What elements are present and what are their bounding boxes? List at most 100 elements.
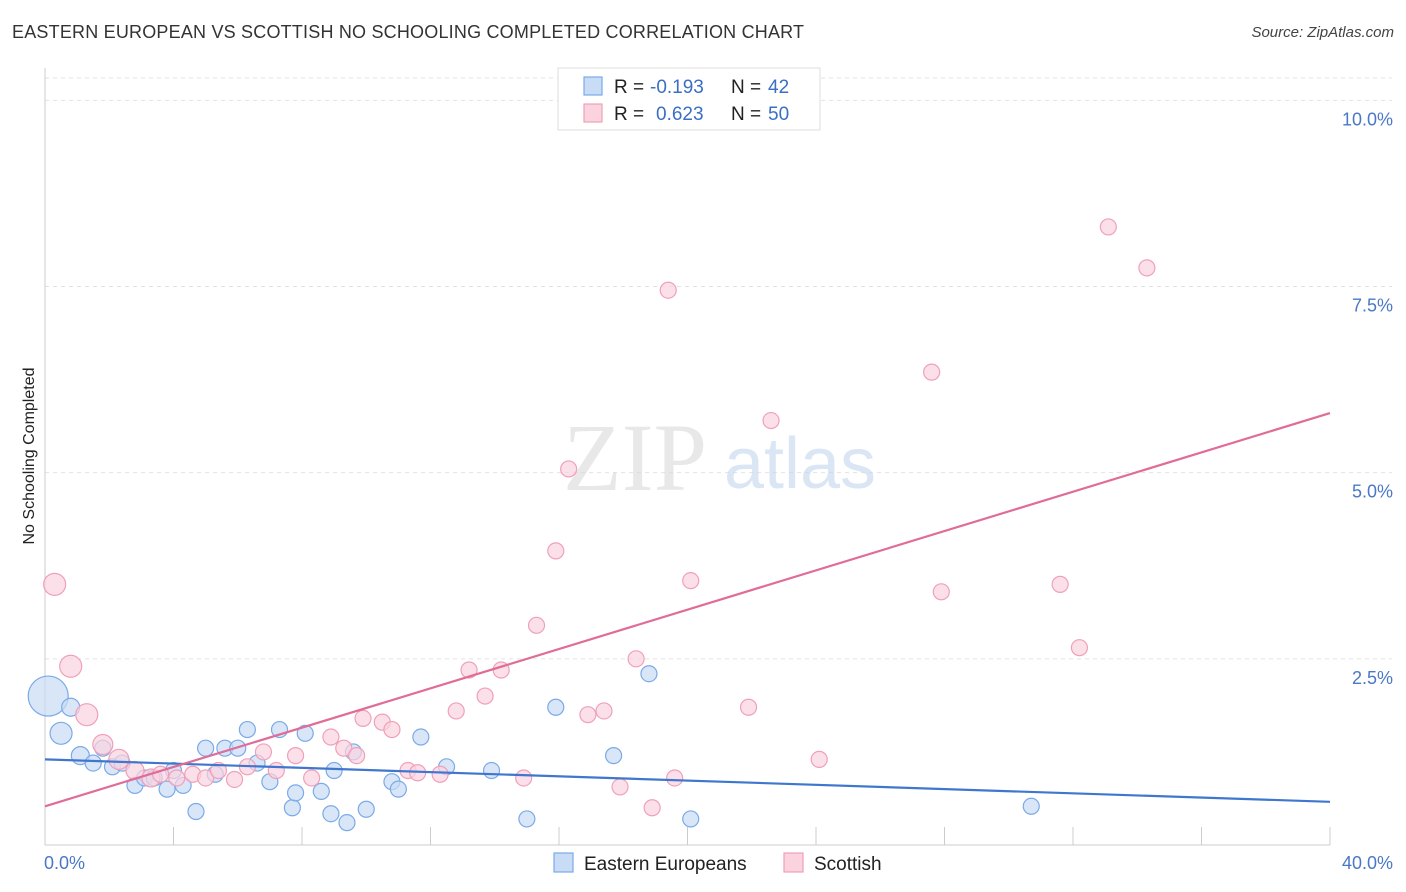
point-scottish (335, 739, 353, 757)
y-tick-label: 5.0% (1352, 482, 1393, 502)
point-scottish (303, 769, 321, 787)
point-scottish (923, 363, 941, 381)
point-eastern-europeans (518, 810, 536, 828)
point-eastern-europeans (412, 728, 430, 746)
point-eastern-europeans (605, 747, 623, 765)
point-scottish (447, 702, 465, 720)
point-scottish (286, 747, 305, 765)
point-eastern-europeans (238, 720, 256, 739)
trend-line-scottish (44, 412, 1331, 808)
point-eastern-europeans (547, 698, 565, 716)
tick-labels: 2.5% 5.0% 7.5% 10.0% 0.0% 40.0% (44, 109, 1393, 873)
legend-swatch-eastern-europeans (583, 76, 603, 96)
point-scottish (627, 650, 645, 668)
series-legend: Eastern Europeans Scottish (553, 852, 882, 875)
point-eastern-europeans (482, 761, 501, 780)
point-scottish (348, 747, 366, 765)
point-eastern-europeans (640, 665, 658, 683)
point-eastern-europeans (322, 805, 340, 823)
point-scottish (431, 765, 449, 783)
point-scottish (59, 654, 83, 678)
point-scottish (1070, 639, 1089, 657)
point-scottish (810, 750, 828, 768)
point-scottish (476, 687, 494, 705)
point-scottish (739, 698, 758, 716)
point-eastern-europeans (357, 800, 375, 818)
point-scottish (1099, 218, 1117, 236)
point-scottish (1051, 575, 1069, 593)
point-scottish (254, 743, 273, 761)
legend: R = -0.193 N = 42 R = 0.623 N = 50 (557, 67, 821, 131)
point-scottish (560, 460, 578, 478)
point-scottish (43, 572, 67, 596)
point-eastern-europeans (325, 761, 343, 780)
point-eastern-europeans (286, 784, 305, 802)
point-eastern-europeans (283, 799, 301, 817)
x-tick-label-min: 0.0% (44, 853, 85, 873)
point-eastern-europeans (682, 810, 700, 828)
point-scottish (92, 733, 114, 756)
series-legend-eastern-europeans: Eastern Europeans (584, 854, 747, 875)
point-scottish (460, 661, 478, 679)
y-axis-label: No Schooling Completed (21, 368, 38, 545)
point-scottish (762, 411, 780, 430)
point-scottish (322, 728, 340, 746)
series-legend-swatch-eastern-europeans (553, 852, 574, 873)
point-scottish (267, 761, 285, 780)
point-eastern-europeans (158, 780, 176, 798)
legend-n-value-eastern: 42 (768, 77, 789, 98)
watermark-zip: ZIP (563, 404, 707, 511)
point-scottish (659, 281, 677, 299)
point-eastern-europeans (49, 721, 73, 745)
point-scottish (666, 769, 684, 787)
legend-n-label-eastern: N = (731, 77, 761, 98)
point-scottish (383, 720, 401, 739)
point-scottish (515, 769, 533, 787)
point-scottish (595, 702, 613, 720)
point-scottish (547, 542, 565, 560)
legend-r-value-scottish: 0.623 (656, 104, 704, 125)
x-tick-label-max: 40.0% (1342, 853, 1393, 873)
point-eastern-europeans (389, 780, 407, 798)
chart-source: Source: ZipAtlas.com (1251, 24, 1394, 41)
point-scottish (75, 703, 99, 727)
y-tick-label: 10.0% (1342, 109, 1393, 129)
point-scottish (168, 769, 186, 787)
point-eastern-europeans (197, 739, 215, 757)
data-points (27, 218, 1156, 832)
point-eastern-europeans (187, 802, 205, 821)
legend-r-label-scottish: R = (614, 104, 644, 125)
point-scottish (1138, 259, 1156, 277)
trend-lines (44, 412, 1331, 808)
point-scottish (354, 709, 372, 728)
point-scottish (643, 799, 661, 817)
point-scottish (682, 572, 700, 590)
legend-n-label-scottish: N = (731, 104, 761, 125)
y-tick-label: 7.5% (1352, 296, 1393, 316)
legend-r-value-eastern: -0.193 (650, 77, 704, 98)
point-eastern-europeans (338, 814, 356, 832)
series-legend-scottish: Scottish (814, 854, 882, 875)
chart-title: EASTERN EUROPEAN VS SCOTTISH NO SCHOOLIN… (12, 22, 805, 42)
legend-swatch-scottish (583, 103, 603, 123)
point-eastern-europeans (27, 675, 69, 717)
legend-r-label-eastern: R = (614, 77, 644, 98)
y-tick-label: 2.5% (1352, 668, 1393, 688)
legend-n-value-scottish: 50 (768, 104, 789, 125)
gridlines (45, 77, 1392, 660)
point-eastern-europeans (296, 724, 314, 742)
point-scottish (197, 769, 215, 787)
point-scottish (579, 706, 597, 724)
point-scottish (527, 616, 546, 634)
point-scottish (932, 583, 950, 601)
point-eastern-europeans (1022, 797, 1040, 815)
watermark: ZIP atlas (563, 404, 876, 511)
point-eastern-europeans (84, 754, 102, 772)
point-scottish (225, 770, 244, 789)
watermark-atlas: atlas (724, 424, 876, 504)
point-scottish (611, 778, 629, 796)
point-eastern-europeans (312, 782, 330, 800)
point-scottish (108, 748, 130, 770)
series-legend-swatch-scottish (783, 852, 804, 873)
